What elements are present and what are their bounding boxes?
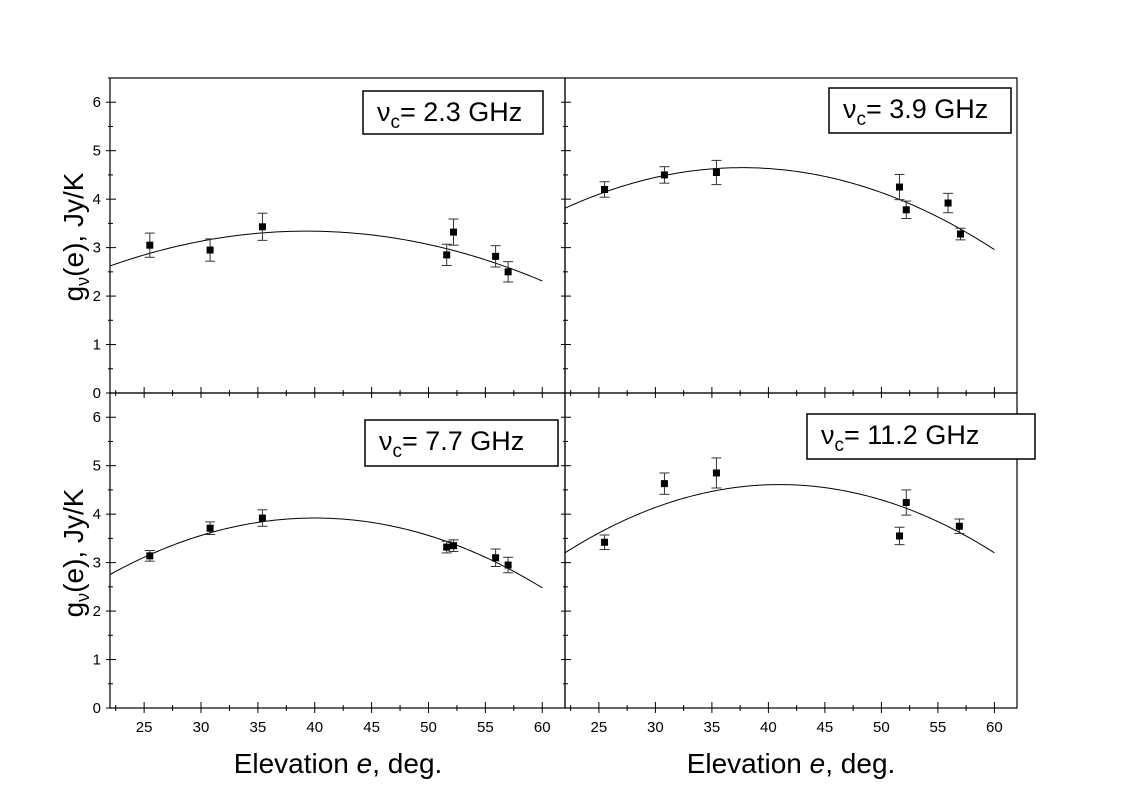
data-point [450,542,458,550]
y-tick-label: 0 [93,700,101,717]
x-tick-label: 30 [193,719,210,736]
x-axis-label-right: Elevation e, deg. [687,748,896,779]
x-tick-label: 40 [760,719,777,736]
fit-curve [109,230,543,282]
y-tick-label: 2 [93,603,101,620]
panel-2: νc= 3.9 GHz [561,77,1018,398]
x-tick-label: 35 [704,719,721,736]
data-point [660,171,668,179]
data-point [258,223,266,231]
data-point [492,554,500,562]
frequency-box [362,90,544,135]
data-point [712,169,720,176]
panel-1: 0 1 2 3 4 5 6 νc= 2.3 GHz [93,77,566,402]
x-tick-label: 50 [873,719,890,736]
frequency-label: νc= 2.3 GHz [377,97,522,133]
y-tick-label: 2 [93,288,101,305]
y-tick-label: 1 [93,337,101,354]
data-point [944,199,952,207]
data-point [492,252,500,260]
data-point [712,469,720,477]
frequency-label: νc= 3.9 GHz [843,94,988,130]
y-tick-label: 4 [93,191,101,208]
x-tick-label: 55 [930,719,947,736]
x-tick-label: 25 [136,719,153,736]
y-tick-label: 1 [93,652,101,669]
x-tick-label: 55 [477,719,494,736]
data-point [895,532,903,540]
fit-curve [109,517,543,589]
data-point [504,268,512,276]
data-point [902,499,910,507]
frequency-box [828,87,1012,134]
y-tick-label: 3 [93,240,101,257]
data-point [450,228,458,236]
data-point [146,241,154,249]
data-point [146,552,154,560]
panel-4: 25 30 35 40 45 50 55 60 νc= 11.2 GHz [561,392,1036,736]
data-point [206,524,214,532]
data-point [902,206,910,214]
x-axis-label-left: Elevation e, deg. [234,748,443,779]
fit-curve [564,167,995,251]
x-tick-label: 60 [534,719,551,736]
data-point [443,251,451,259]
data-point [601,185,609,193]
x-tick-label: 45 [817,719,834,736]
x-tick-label: 45 [363,719,380,736]
data-point [206,246,214,254]
frequency-label: νc= 11.2 GHz [821,420,979,456]
x-tick-label: 35 [250,719,267,736]
y-tick-label: 5 [93,458,101,475]
x-tick-label: 30 [647,719,664,736]
x-tick-label: 25 [591,719,608,736]
data-point [895,183,903,191]
y-axis-label-top: gν(e), Jy/K [58,172,93,301]
fit-curve [564,484,995,554]
data-point [601,538,609,546]
y-tick-label: 5 [93,143,101,160]
data-point [258,514,266,522]
x-tick-label: 60 [986,719,1003,736]
y-tick-label: 3 [93,555,101,572]
frequency-box [364,419,559,467]
data-point [504,561,512,569]
x-tick-label: 40 [306,719,323,736]
data-point [443,543,451,551]
y-tick-label: 6 [93,94,101,111]
y-axis-label-bottom: gν(e), Jy/K [58,488,93,617]
data-point [660,480,668,488]
x-tick-label: 50 [420,719,437,736]
frequency-label: νc= 7.7 GHz [379,426,524,462]
y-tick-label: 4 [93,506,101,523]
data-point [955,522,963,530]
y-tick-label: 0 [93,385,101,402]
frequency-box [806,413,1036,460]
y-tick-label: 6 [93,409,101,426]
plot-frame [564,392,1018,709]
data-point [957,230,964,238]
